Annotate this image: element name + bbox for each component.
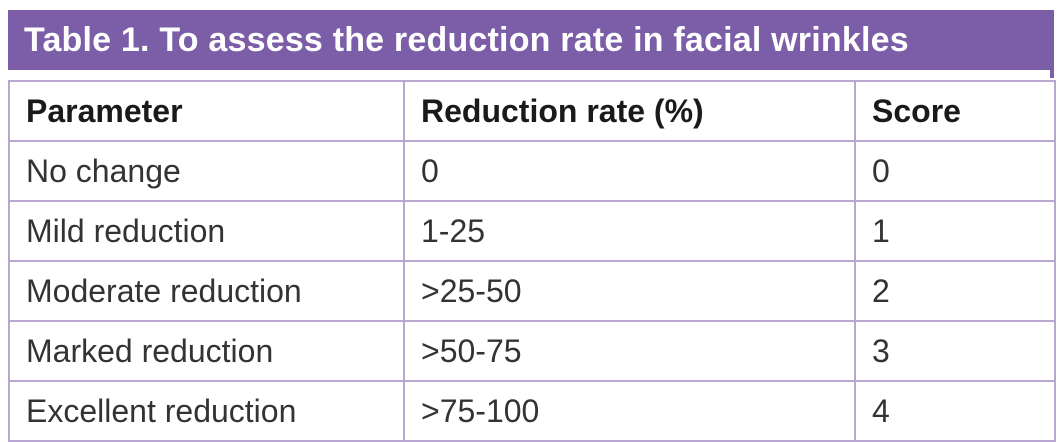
cell-parameter: Moderate reduction [8, 260, 405, 322]
cell-score: 2 [854, 260, 1056, 322]
cell-reduction-rate: 0 [403, 140, 856, 202]
cell-parameter: Excellent reduction [8, 380, 405, 442]
cell-parameter: Marked reduction [8, 320, 405, 382]
table-row: Moderate reduction >25-50 2 [8, 260, 1056, 322]
table-row: Excellent reduction >75-100 4 [8, 380, 1056, 442]
cell-reduction-rate: >75-100 [403, 380, 856, 442]
table-row: No change 0 0 [8, 140, 1056, 202]
cell-reduction-rate: 1-25 [403, 200, 856, 262]
cell-reduction-rate: >50-75 [403, 320, 856, 382]
header-row: Parameter Reduction rate (%) Score [8, 80, 1056, 142]
header-parameter: Parameter [8, 80, 405, 142]
header-reduction-rate: Reduction rate (%) [403, 80, 856, 142]
table-figure: Table 1. To assess the reduction rate in… [8, 10, 1056, 442]
table-row: Marked reduction >50-75 3 [8, 320, 1056, 382]
title-bar-accent [1050, 70, 1054, 78]
cell-reduction-rate: >25-50 [403, 260, 856, 322]
cell-parameter: No change [8, 140, 405, 202]
cell-score: 0 [854, 140, 1056, 202]
table-title: Table 1. To assess the reduction rate in… [24, 20, 909, 59]
data-table: Parameter Reduction rate (%) Score No ch… [8, 80, 1056, 442]
table-title-bar: Table 1. To assess the reduction rate in… [8, 10, 1054, 70]
cell-parameter: Mild reduction [8, 200, 405, 262]
cell-score: 1 [854, 200, 1056, 262]
cell-score: 4 [854, 380, 1056, 442]
table-row: Mild reduction 1-25 1 [8, 200, 1056, 262]
cell-score: 3 [854, 320, 1056, 382]
header-score: Score [854, 80, 1056, 142]
